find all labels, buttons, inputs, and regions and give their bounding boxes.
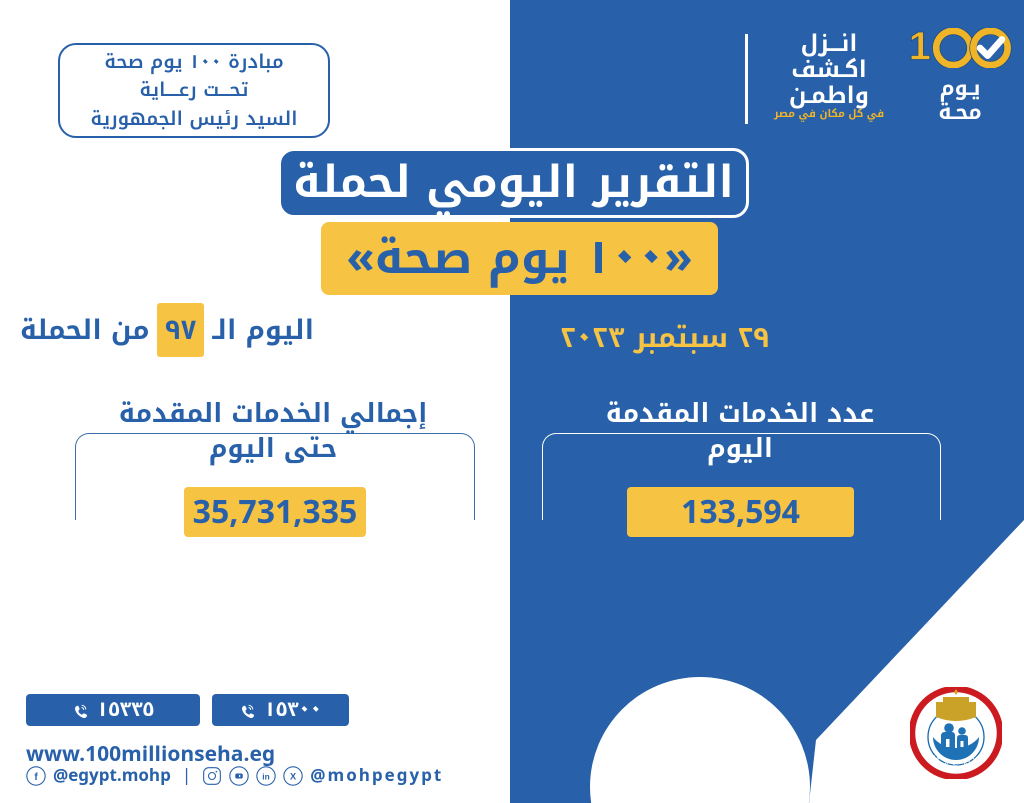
svg-text:f: f <box>34 772 38 783</box>
svg-text:1: 1 <box>909 28 931 68</box>
svg-text:in: in <box>263 771 270 781</box>
svg-text:X: X <box>290 771 297 781</box>
